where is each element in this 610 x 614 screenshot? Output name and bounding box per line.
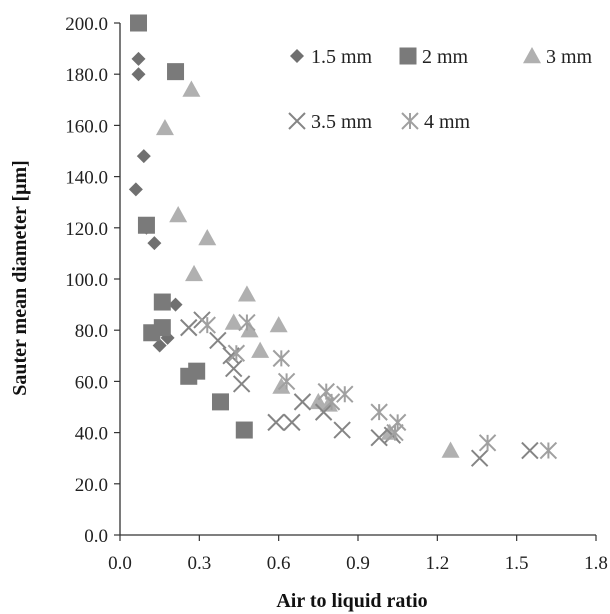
y-axis-title: Sauter mean diameter [μm] — [9, 160, 31, 396]
data-point — [168, 297, 183, 312]
x-tick-label: 1.5 — [505, 553, 529, 574]
data-point — [155, 118, 174, 136]
legend-label: 3 mm — [546, 46, 593, 68]
data-point — [211, 393, 229, 411]
data-point — [251, 341, 270, 358]
data-point — [209, 331, 227, 350]
data-point — [153, 293, 171, 311]
data-point — [441, 441, 460, 458]
data-point — [235, 421, 253, 439]
data-point — [521, 441, 539, 460]
series-3-mm — [155, 80, 460, 458]
y-tick-label: 20.0 — [75, 475, 108, 496]
legend-label: 4 mm — [424, 111, 471, 133]
y-tick-label: 80.0 — [75, 321, 108, 342]
data-point — [153, 319, 171, 337]
data-point — [309, 392, 328, 410]
data-point — [137, 216, 155, 234]
legend-marker — [399, 47, 417, 65]
legend-item: 3.5 mm — [288, 111, 373, 133]
data-point — [227, 344, 246, 362]
series-4-mm — [198, 313, 558, 460]
data-point — [470, 449, 489, 467]
y-tick-label: 100.0 — [65, 270, 108, 291]
data-point — [267, 413, 285, 432]
legend-item: 3 mm — [523, 46, 593, 68]
legend-marker — [290, 49, 304, 63]
legend-label: 3.5 mm — [311, 111, 373, 133]
y-tick-label: 180.0 — [65, 65, 108, 86]
data-point — [180, 318, 198, 337]
data-point — [478, 434, 497, 452]
y-tick-label: 120.0 — [65, 219, 108, 240]
data-point — [272, 349, 291, 368]
x-tick-label: 1.2 — [425, 553, 449, 574]
data-point — [167, 63, 185, 81]
data-point — [277, 372, 296, 391]
series-2-mm — [130, 14, 253, 439]
legend-marker — [523, 47, 541, 64]
data-point — [198, 316, 216, 334]
data-point — [182, 80, 201, 97]
x-tick-label: 1.8 — [584, 553, 608, 574]
data-point — [237, 285, 256, 302]
data-point — [336, 385, 354, 403]
y-tick-label: 200.0 — [65, 14, 108, 35]
x-axis-title: Air to liquid ratio — [276, 590, 427, 612]
data-point — [180, 367, 198, 385]
data-point — [238, 313, 256, 332]
data-point — [333, 421, 351, 439]
data-point — [224, 313, 243, 330]
legend: 1.5 mm 2 mm 3 mm 3.5 mm 4 mm — [288, 46, 593, 133]
data-point — [322, 393, 341, 411]
legend-item: 4 mm — [401, 111, 471, 133]
data-point — [314, 403, 333, 421]
data-point — [185, 264, 204, 282]
y-tick-label: 0.0 — [84, 526, 108, 547]
legend-marker — [288, 112, 306, 130]
x-tick-label: 0.6 — [267, 553, 291, 574]
data-point — [293, 393, 312, 411]
data-point — [198, 229, 217, 246]
data-point — [169, 206, 188, 223]
y-tick-label: 160.0 — [65, 116, 108, 137]
y-tick-label: 60.0 — [75, 372, 108, 393]
legend-marker — [401, 112, 419, 130]
data-point — [136, 149, 151, 164]
y-tick-label: 140.0 — [65, 168, 108, 189]
legend-item: 2 mm — [399, 46, 469, 68]
y-tick-label: 40.0 — [75, 424, 108, 445]
x-tick-label: 0.9 — [346, 553, 370, 574]
x-tick-label: 0.3 — [187, 553, 211, 574]
data-point — [539, 441, 558, 460]
axes: 0.0 0.3 0.6 0.9 1.2 1.5 1.8 0.0 20.0 40.0 60.0 80.0… — [65, 14, 608, 574]
data-point — [240, 321, 259, 338]
data-point — [130, 14, 148, 32]
data-point — [386, 423, 404, 442]
legend-item: 1.5 mm — [290, 46, 373, 68]
data-point — [232, 375, 251, 393]
data-point — [131, 67, 146, 82]
data-point — [147, 236, 162, 251]
data-point — [269, 316, 288, 333]
legend-label: 2 mm — [422, 46, 469, 68]
data-point — [152, 338, 167, 353]
data-point — [283, 413, 301, 432]
data-point — [128, 182, 143, 197]
data-point — [131, 51, 146, 66]
data-point — [388, 413, 407, 432]
series-1-5-mm — [128, 51, 183, 353]
x-tick-label: 0.0 — [108, 553, 132, 574]
series-3-5-mm — [180, 311, 539, 467]
legend-label: 1.5 mm — [311, 46, 373, 68]
data-point — [370, 403, 388, 421]
data-point — [225, 359, 243, 378]
data-points — [128, 14, 558, 467]
